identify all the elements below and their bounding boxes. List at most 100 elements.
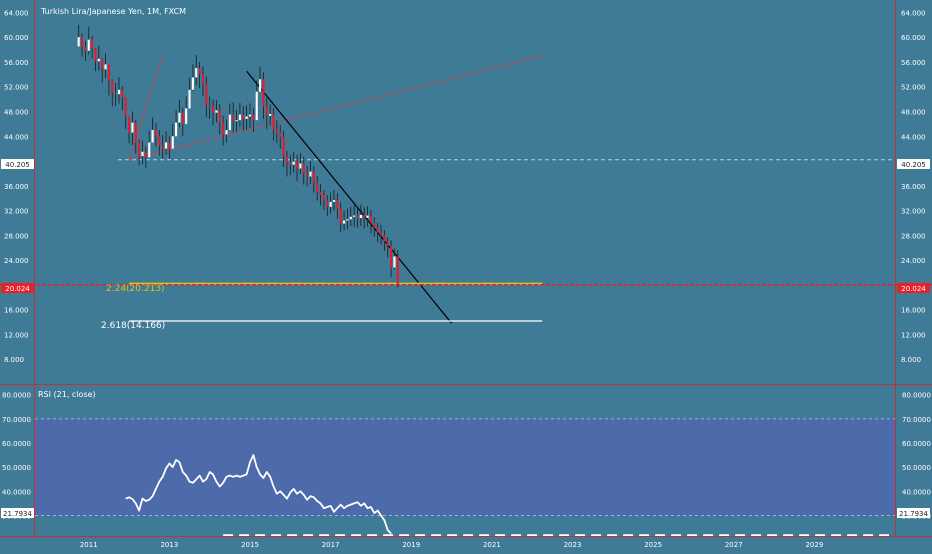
pane-frames	[0, 0, 932, 537]
candle-body	[80, 37, 84, 47]
price-tick-label: 12.000	[4, 331, 29, 339]
candle-body	[336, 200, 339, 209]
rsi-tick-label: 70.0000	[2, 416, 31, 424]
candle-body	[390, 245, 393, 268]
candle-body	[369, 215, 372, 223]
candle-body	[198, 68, 201, 75]
price-tick-label: 44.000	[4, 133, 29, 141]
candle-body	[141, 151, 144, 157]
candle-body	[242, 114, 245, 119]
candle-body	[158, 136, 161, 146]
candle-body	[215, 110, 218, 113]
candle-body	[295, 161, 299, 169]
candle-body	[376, 227, 379, 233]
candle-body	[222, 122, 225, 135]
candle-body	[117, 89, 121, 95]
rsi-indicator-title[interactable]: RSI (21, close)	[38, 390, 96, 399]
candle-body	[131, 122, 134, 133]
candle-body	[201, 74, 205, 84]
candle-body	[235, 120, 238, 122]
price-tick-label: 16.000	[901, 307, 926, 315]
candle-body	[329, 201, 332, 207]
rsi-line[interactable]	[125, 454, 392, 535]
rsi-tick-label: 40.0000	[2, 488, 31, 496]
candle-body	[218, 110, 221, 123]
time-tick-label: 2019	[402, 541, 420, 549]
price-tick-label: 56.000	[901, 59, 926, 67]
candle-body	[161, 145, 164, 149]
candle-body	[326, 200, 329, 207]
fib-base-line-line[interactable]	[128, 55, 543, 161]
candle-body	[208, 105, 211, 107]
candle-body	[94, 48, 97, 62]
candle-body	[272, 113, 275, 130]
candle-body	[282, 136, 285, 157]
candle-body	[299, 163, 302, 169]
candle-body	[393, 256, 396, 268]
rsi-value-badge-right: 21.7934	[899, 510, 928, 518]
rsi-value-badge-left: 21.7934	[3, 510, 32, 518]
candle-body	[302, 163, 305, 174]
time-tick-label: 2023	[564, 541, 582, 549]
candle-body	[205, 83, 208, 106]
price-tick-label: 16.000	[4, 307, 29, 315]
candle-body	[252, 114, 255, 121]
price-tick-label: 8.000	[901, 356, 921, 364]
price-tick-label: 52.000	[4, 84, 29, 92]
candle-body	[84, 46, 87, 51]
candle-body	[124, 97, 127, 117]
candle-body	[346, 219, 349, 221]
symbol-title[interactable]: Turkish Lira/Japanese Yen, 1M, FXCM	[40, 7, 186, 16]
candle-body	[339, 208, 342, 224]
candle-body	[151, 130, 154, 143]
time-tick-label: 2029	[805, 541, 823, 549]
candle-body	[269, 113, 272, 116]
time-tick-label: 2013	[160, 541, 178, 549]
candle-body	[279, 132, 282, 137]
candle-body	[121, 89, 124, 98]
time-tick-label: 2025	[644, 541, 662, 549]
candle-body	[238, 114, 241, 121]
price-tick-label: 36.000	[901, 183, 926, 191]
price-tick-label: 12.000	[901, 331, 926, 339]
candle-body	[185, 108, 188, 124]
candle-body	[77, 37, 80, 47]
candle-body	[255, 91, 258, 121]
level-price-badge-right: 40.205	[901, 161, 926, 169]
candle-body	[312, 171, 315, 183]
candle-body	[148, 142, 151, 158]
candle-body	[114, 92, 117, 95]
candle-body	[396, 256, 399, 285]
candle-body	[262, 79, 265, 107]
candle-body	[248, 114, 252, 117]
price-tick-label: 8.000	[4, 356, 24, 364]
price-tick-label: 60.000	[901, 34, 926, 42]
rsi-value-badge: 21.7934 21.7934	[1, 508, 930, 518]
price-tick-label: 60.000	[4, 34, 29, 42]
candle-body	[164, 142, 168, 149]
price-tick-label: 48.000	[4, 108, 29, 116]
time-tick-label: 2011	[80, 541, 98, 549]
price-tick-label: 56.000	[4, 59, 29, 67]
fib-leg-up-line[interactable]	[128, 55, 164, 160]
candle-body	[101, 58, 104, 70]
candle-body	[366, 215, 369, 219]
candle-body	[175, 122, 178, 137]
rsi-tick-label: 40.0000	[902, 488, 931, 496]
candle-body	[232, 114, 235, 121]
price-tick-label: 32.000	[4, 208, 29, 216]
fib-level-label: 2.618(14.166)	[101, 321, 165, 331]
candle-body	[228, 114, 231, 131]
price-tick-label: 24.000	[901, 257, 926, 265]
current-price-badge: 20.024 20.024	[1, 283, 930, 293]
price-tick-label: 36.000	[4, 183, 29, 191]
candle-body	[332, 200, 336, 202]
descending-trendline-line[interactable]	[246, 70, 453, 324]
candle-body	[178, 112, 181, 123]
candle-body	[138, 142, 141, 157]
candle-body	[225, 130, 228, 135]
candle-body	[212, 106, 215, 113]
price-tick-label: 28.000	[4, 232, 29, 240]
